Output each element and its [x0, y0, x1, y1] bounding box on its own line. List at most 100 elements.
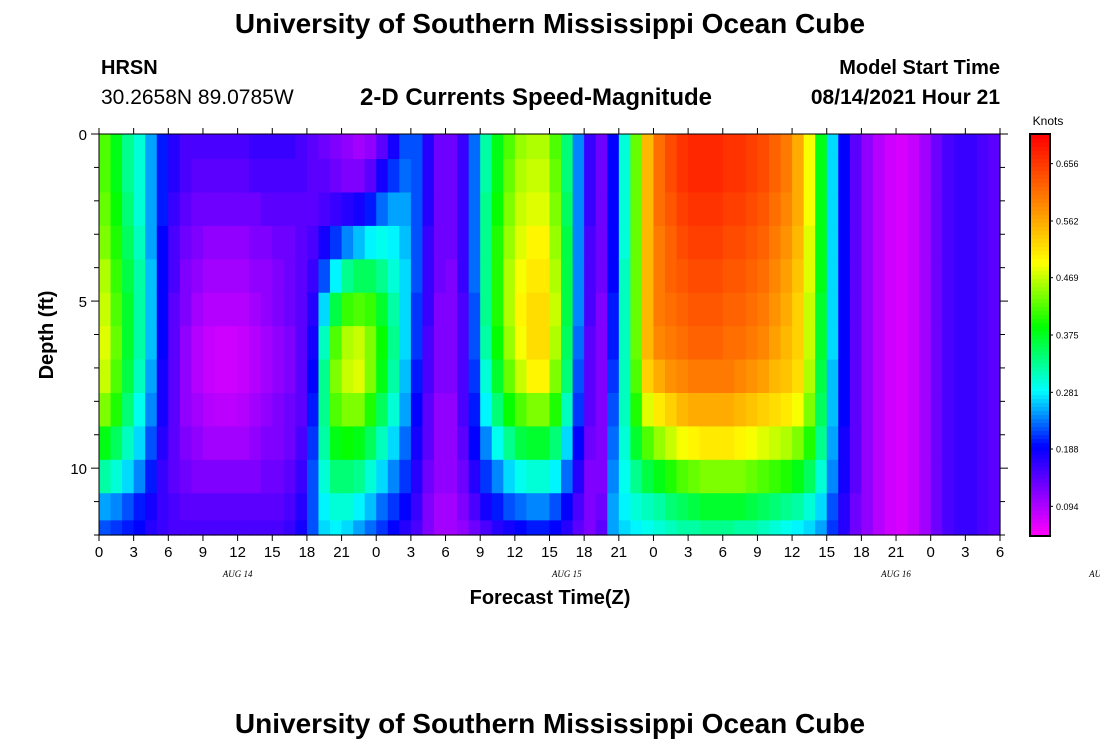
colorbar-band	[1031, 223, 1049, 228]
heatmap-cell	[526, 326, 539, 361]
heatmap-cell	[422, 426, 435, 461]
heatmap-cell	[953, 426, 966, 461]
heatmap-cell	[133, 326, 146, 361]
heatmap-cell	[110, 259, 123, 294]
colorbar-band	[1031, 455, 1049, 460]
heatmap-cell	[272, 326, 285, 361]
heatmap-cell	[364, 326, 377, 361]
heatmap-cell	[907, 192, 920, 227]
heatmap-cell	[133, 192, 146, 227]
heatmap-cell	[838, 159, 851, 194]
heatmap-cell	[179, 359, 193, 394]
heatmap-cell	[815, 359, 828, 394]
heatmap-cell	[965, 520, 978, 536]
heatmap-cell	[838, 392, 851, 427]
heatmap-cell	[861, 225, 874, 260]
heatmap-cell	[734, 392, 747, 427]
heatmap-cell	[768, 192, 782, 227]
heatmap-cell	[618, 459, 631, 494]
heatmap-cell	[699, 392, 712, 427]
heatmap-cell	[237, 326, 250, 361]
heatmap-cell	[457, 192, 470, 227]
heatmap-cell	[595, 359, 608, 394]
heatmap-cell	[399, 459, 412, 494]
heatmap-cell	[942, 259, 955, 294]
colorbar-band	[1031, 351, 1049, 356]
heatmap-cell	[630, 326, 643, 361]
heatmap-cell	[849, 493, 862, 521]
heatmap-cell	[630, 359, 643, 394]
heatmap-cell	[988, 225, 1001, 260]
heatmap-cell	[572, 292, 585, 327]
heatmap-cell	[249, 392, 262, 427]
heatmap-cell	[168, 326, 181, 361]
heatmap-cell	[688, 359, 701, 394]
heatmap-cell	[237, 520, 250, 536]
heatmap-cell	[99, 493, 112, 521]
heatmap-cell	[641, 326, 655, 361]
heatmap-cell	[630, 520, 643, 536]
heatmap-cell	[399, 292, 412, 327]
colorbar-band	[1031, 239, 1049, 244]
heatmap-cell	[884, 259, 897, 294]
heatmap-cell	[283, 520, 296, 536]
heatmap-cell	[376, 159, 389, 194]
heatmap-cell	[110, 134, 123, 160]
heatmap-cell	[561, 159, 574, 194]
heatmap-cell	[930, 426, 943, 461]
heatmap-cell	[734, 459, 747, 494]
heatmap-cell	[156, 159, 169, 194]
heatmap-cell	[191, 225, 204, 260]
heatmap-cell	[826, 134, 839, 160]
colorbar-band	[1031, 155, 1049, 160]
heatmap-cell	[641, 292, 655, 327]
heatmap-cell	[595, 259, 608, 294]
heatmap-cell	[699, 493, 712, 521]
heatmap-cell	[99, 134, 112, 160]
heatmap-cell	[561, 326, 574, 361]
heatmap-cell	[237, 192, 250, 227]
heatmap-cell	[179, 225, 193, 260]
heatmap-cell	[907, 225, 920, 260]
heatmap-cell	[422, 520, 435, 536]
heatmap-cell	[526, 134, 539, 160]
x-tick-label: 12	[784, 544, 801, 561]
heatmap-cell	[272, 520, 285, 536]
heatmap-cell	[122, 493, 135, 521]
heatmap-cell	[549, 134, 562, 160]
heatmap-cell	[665, 426, 678, 461]
heatmap-cell	[237, 292, 250, 327]
heatmap-cell	[295, 392, 308, 427]
heatmap-cell	[849, 459, 862, 494]
heatmap-cell	[711, 520, 724, 536]
heatmap-cell	[942, 192, 955, 227]
heatmap-cell	[965, 192, 978, 227]
heatmap-cell	[861, 392, 874, 427]
heatmap-cell	[919, 292, 932, 327]
heatmap-cell	[607, 326, 620, 361]
heatmap-cell	[896, 134, 909, 160]
heatmap-cell	[815, 292, 828, 327]
heatmap-cell	[306, 392, 320, 427]
heatmap-cell	[457, 134, 470, 160]
x-tick-label: 12	[229, 544, 246, 561]
heatmap-cell	[179, 134, 193, 160]
heatmap-cell	[792, 292, 805, 327]
heatmap-cell	[330, 392, 343, 427]
colorbar-band	[1031, 363, 1049, 368]
heatmap-cell	[295, 192, 308, 227]
heatmap-cell	[699, 159, 712, 194]
x-tick-label: 15	[818, 544, 835, 561]
heatmap-cell	[156, 259, 169, 294]
x-tick-label: 6	[164, 544, 172, 561]
heatmap-cell	[896, 326, 909, 361]
heatmap-cell	[514, 392, 527, 427]
heatmap-cell	[468, 459, 481, 494]
heatmap-cell	[353, 259, 366, 294]
heatmap-cell	[826, 359, 839, 394]
heatmap-cell	[376, 359, 389, 394]
top-title: University of Southern Mississippi Ocean…	[234, 8, 866, 39]
heatmap-cell	[607, 520, 620, 536]
heatmap-cell	[468, 192, 481, 227]
heatmap-cell	[953, 493, 966, 521]
